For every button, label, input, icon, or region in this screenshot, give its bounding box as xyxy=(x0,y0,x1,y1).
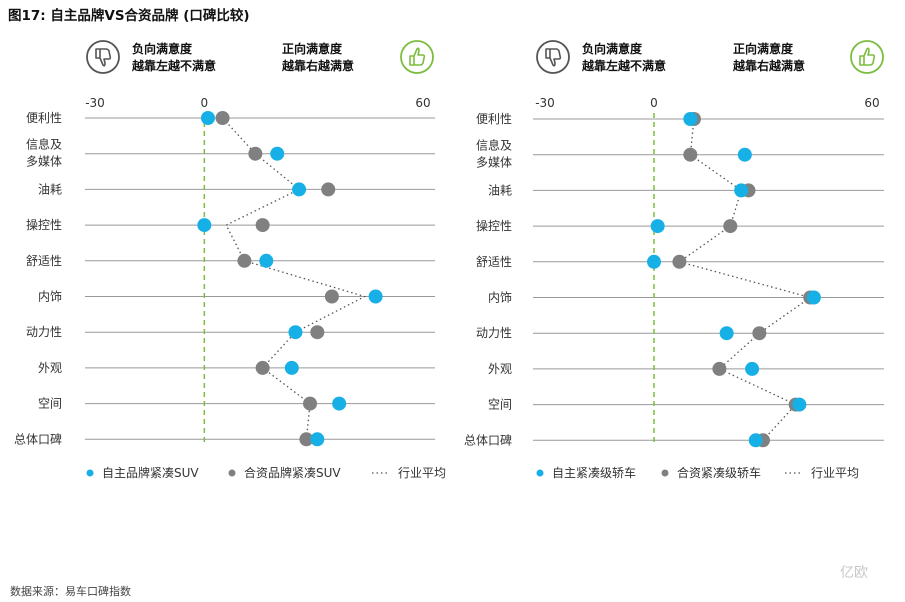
category-label: 外观 xyxy=(488,362,512,376)
positive-label-line2: 越靠右越满意 xyxy=(281,58,354,73)
category-label: 便利性 xyxy=(26,111,62,125)
point-own xyxy=(332,396,347,411)
legend-label-jv: 合资紧凑级轿车 xyxy=(677,465,761,480)
point-own xyxy=(792,397,807,412)
point-jv xyxy=(215,111,230,125)
negative-label-line1: 负向满意度 xyxy=(132,41,193,56)
tick-label: 60 xyxy=(864,96,879,110)
point-own xyxy=(270,146,285,161)
category-label: 内饰 xyxy=(488,291,512,305)
thumbs-up-icon xyxy=(400,40,434,74)
category-label: 外观 xyxy=(38,361,62,375)
watermark-logo: 亿欧 xyxy=(840,565,868,581)
category-label: 油耗 xyxy=(38,182,62,196)
category-label: 舒适性 xyxy=(26,254,62,268)
point-jv xyxy=(712,361,727,376)
category-label: 动力性 xyxy=(26,325,62,339)
point-own xyxy=(719,326,734,341)
point-jv xyxy=(310,325,325,340)
negative-label-line2: 越靠左越不满意 xyxy=(581,58,666,73)
point-own xyxy=(310,432,325,447)
legend-marker-jv xyxy=(228,469,236,477)
legend-marker-jv xyxy=(661,469,669,477)
point-own xyxy=(200,111,215,125)
point-own xyxy=(284,360,299,375)
thumbs-down-icon xyxy=(536,40,570,74)
category-label: 信息及 xyxy=(26,137,62,152)
category-label: 总体口碑 xyxy=(14,431,62,446)
positive-label-line1: 正向满意度 xyxy=(282,41,343,56)
tick-label: 60 xyxy=(415,96,430,110)
category-label: 多媒体 xyxy=(26,155,62,169)
positive-label-line2: 越靠右越满意 xyxy=(732,58,805,73)
point-own xyxy=(368,289,383,304)
category-label: 操控性 xyxy=(26,217,62,232)
point-jv xyxy=(303,396,318,411)
category-label: 便利性 xyxy=(476,112,512,126)
point-jv xyxy=(248,146,263,161)
point-own xyxy=(745,361,760,376)
point-own xyxy=(259,253,274,268)
source-note: 数据来源：易车口碑指数 xyxy=(10,585,131,598)
point-own xyxy=(737,147,752,162)
tick-label: 0 xyxy=(201,96,209,110)
legend-label-own: 自主紧凑级轿车 xyxy=(552,465,636,480)
category-label: 信息及 xyxy=(476,138,512,153)
legend-label-avg: 行业平均 xyxy=(811,466,859,480)
legend-marker-own xyxy=(536,469,544,477)
point-own xyxy=(748,433,763,448)
point-jv xyxy=(237,253,252,268)
point-jv xyxy=(299,432,314,447)
legend-marker-own xyxy=(86,469,94,477)
point-jv xyxy=(752,326,767,341)
point-own xyxy=(683,112,698,126)
category-label: 动力性 xyxy=(476,326,512,340)
category-label: 舒适性 xyxy=(476,255,512,269)
category-label: 多媒体 xyxy=(476,156,512,170)
point-jv xyxy=(683,147,698,162)
category-label: 空间 xyxy=(38,397,62,411)
category-label: 空间 xyxy=(488,398,512,412)
tick-label: -30 xyxy=(535,96,555,110)
point-jv xyxy=(321,182,336,197)
point-own xyxy=(650,219,665,234)
point-jv xyxy=(324,289,339,304)
thumbs-down-icon xyxy=(86,40,120,74)
legend-label-jv: 合资品牌紧凑SUV xyxy=(244,465,341,480)
average-line xyxy=(222,117,367,440)
category-label: 内饰 xyxy=(38,290,62,304)
legend-label-avg: 行业平均 xyxy=(398,466,446,480)
point-own xyxy=(734,183,749,198)
point-own xyxy=(288,325,303,340)
tick-label: -30 xyxy=(85,96,105,110)
average-line xyxy=(677,118,812,441)
point-own xyxy=(197,218,212,233)
positive-label-line1: 正向满意度 xyxy=(733,41,794,56)
point-own xyxy=(647,254,661,269)
category-label: 操控性 xyxy=(476,218,512,233)
point-jv xyxy=(255,360,270,375)
point-jv xyxy=(255,218,270,233)
category-label: 油耗 xyxy=(488,183,512,197)
point-jv xyxy=(672,254,687,269)
negative-label-line1: 负向满意度 xyxy=(582,41,643,56)
thumbs-up-icon xyxy=(850,40,884,74)
tick-label: 0 xyxy=(650,96,658,110)
legend-label-own: 自主品牌紧凑SUV xyxy=(102,466,199,480)
figure-title: 图17: 自主品牌VS合资品牌 (口碑比较) xyxy=(8,8,250,24)
negative-label-line2: 越靠左越不满意 xyxy=(131,58,216,73)
point-own xyxy=(292,182,307,197)
point-jv xyxy=(723,219,738,234)
point-own xyxy=(806,290,821,305)
category-label: 总体口碑 xyxy=(464,432,512,447)
